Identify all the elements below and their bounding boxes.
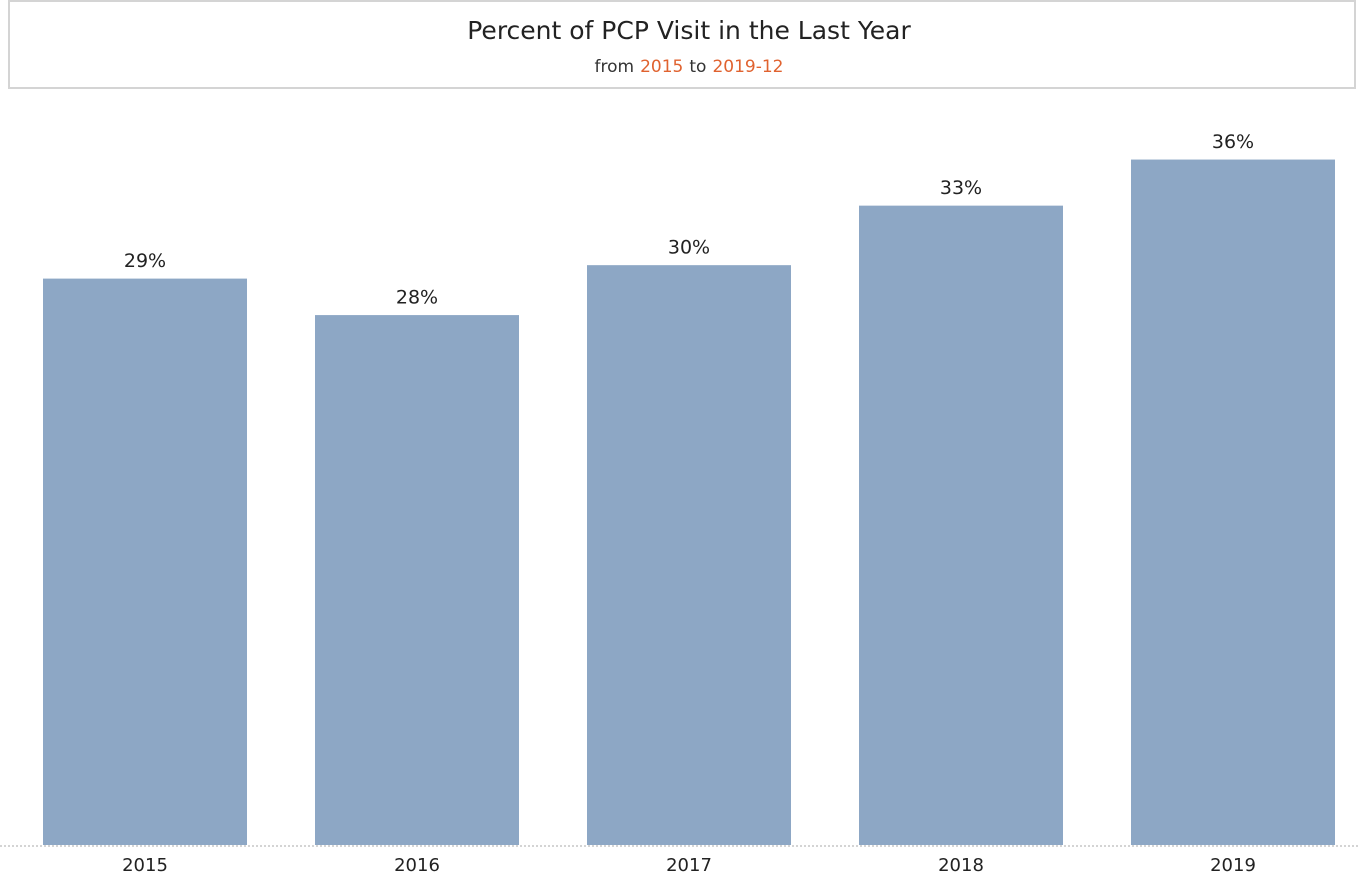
x-tick-label: 2017 bbox=[666, 855, 712, 876]
bar bbox=[1131, 159, 1335, 845]
subtitle-part: 2015 bbox=[640, 57, 683, 77]
value-label: 28% bbox=[396, 287, 438, 309]
bar bbox=[43, 278, 247, 846]
subtitle-part: 2019-12 bbox=[712, 57, 783, 77]
bar bbox=[587, 265, 791, 845]
chart-subtitle: from 2015 to 2019-12 bbox=[595, 57, 784, 77]
x-tick-label: 2018 bbox=[938, 855, 984, 876]
title-box bbox=[8, 0, 1356, 89]
bar bbox=[315, 315, 519, 846]
x-tick-label: 2016 bbox=[394, 855, 440, 876]
value-label: 36% bbox=[1212, 131, 1254, 153]
x-tick-label: 2019 bbox=[1210, 855, 1256, 876]
x-tick-label: 2015 bbox=[122, 855, 168, 876]
value-label: 33% bbox=[940, 177, 982, 199]
value-label: 30% bbox=[668, 237, 710, 259]
subtitle-part: from bbox=[595, 57, 635, 77]
value-label: 29% bbox=[124, 250, 166, 272]
bar bbox=[859, 205, 1063, 845]
subtitle-part: to bbox=[689, 57, 706, 77]
chart-title: Percent of PCP Visit in the Last Year bbox=[467, 16, 911, 45]
